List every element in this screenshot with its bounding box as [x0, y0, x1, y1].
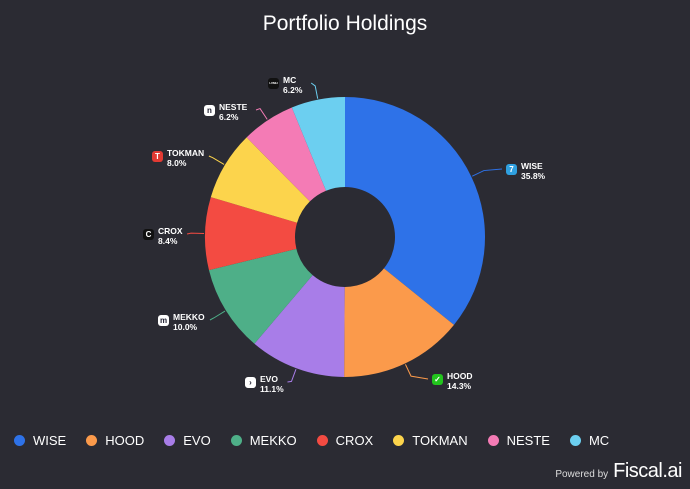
leader-line-hood — [404, 364, 429, 380]
slice-label-name: WISE — [521, 161, 543, 171]
legend-dot-icon — [86, 435, 98, 446]
leader-line-wise — [471, 168, 503, 177]
powered-by[interactable]: Powered by Fiscal.ai — [555, 460, 682, 483]
leader-line-mc — [310, 82, 319, 99]
slice-label-name: HOOD — [447, 371, 473, 381]
slice-label-name: MEKKO — [173, 312, 205, 322]
leader-line-evo — [287, 369, 297, 383]
data-label-neste: NESTE 6.2% — [219, 102, 247, 122]
leader-line-tokman — [208, 155, 225, 165]
legend-dot-icon — [14, 435, 25, 446]
legend-dot-icon — [487, 435, 499, 446]
slice-evo[interactable] — [254, 275, 345, 377]
legend-item-wise[interactable]: WISE — [14, 433, 66, 448]
legend-item-neste[interactable]: NESTE — [487, 433, 550, 448]
slice-label-name: CROX — [158, 226, 183, 236]
mekko-logo-icon: m — [158, 315, 169, 326]
legend-item-hood[interactable]: HOOD — [86, 433, 144, 448]
legend: WISE HOOD EVO MEKKO CROX TOKMAN NESTE MC — [14, 433, 629, 448]
legend-dot-icon — [393, 435, 405, 446]
legend-item-crox[interactable]: CROX — [316, 433, 374, 448]
legend-label: MC — [588, 433, 610, 448]
slice-label-value: 8.4% — [158, 236, 178, 246]
data-label-mc: MC 6.2% — [283, 75, 302, 95]
robinhood-logo-icon: ✓ — [432, 374, 443, 385]
neste-logo-icon: n — [204, 105, 215, 116]
legend-dot-icon — [164, 435, 176, 446]
slice-hood[interactable] — [344, 268, 454, 377]
legend-item-mekko[interactable]: MEKKO — [230, 433, 297, 448]
data-label-evo: EVO 11.1% — [260, 374, 284, 394]
tokman-logo-icon: T — [152, 151, 163, 162]
legend-dot-icon — [569, 435, 581, 446]
legend-label: HOOD — [105, 433, 145, 448]
wise-logo-icon: 7 — [506, 164, 517, 175]
legend-item-tokman[interactable]: TOKMAN — [393, 433, 468, 448]
crox-logo-icon: C — [143, 229, 154, 240]
slice-label-value: 35.8% — [521, 171, 546, 181]
data-label-wise: WISE 35.8% — [521, 161, 545, 181]
slice-label-value: 14.3% — [447, 381, 472, 391]
slice-label-name: TOKMAN — [167, 148, 205, 158]
slice-wise[interactable] — [345, 97, 485, 325]
slice-label-value: 6.2% — [219, 112, 239, 122]
slice-label-name: MC — [283, 75, 297, 85]
legend-label: WISE — [33, 433, 67, 448]
data-label-crox: CROX 8.4% — [158, 226, 183, 246]
chart-title: Portfolio Holdings — [262, 12, 428, 35]
legend-label: NESTE — [506, 433, 550, 448]
legend-dot-icon — [230, 435, 242, 446]
legend-item-evo[interactable]: EVO — [164, 433, 211, 448]
legend-label: EVO — [183, 433, 211, 448]
data-label-hood: HOOD 14.3% — [447, 371, 473, 391]
legend-label: TOKMAN — [412, 433, 468, 448]
data-label-tokman: TOKMAN 8.0% — [167, 148, 204, 168]
slice-tokman[interactable] — [210, 137, 310, 223]
fiscal-ai-logo: Fiscal.ai — [613, 460, 682, 482]
legend-dot-icon — [316, 435, 328, 446]
powered-by-text: Powered by — [555, 469, 609, 480]
legend-label: MEKKO — [249, 433, 297, 448]
evo-logo-icon: › — [245, 377, 256, 388]
lvmh-logo-icon: LVMH — [268, 78, 279, 89]
slice-label-name: NESTE — [219, 102, 248, 112]
leader-line-mekko — [209, 310, 226, 321]
slice-crox[interactable] — [205, 197, 298, 271]
data-label-mekko: MEKKO 10.0% — [173, 312, 205, 332]
slice-mekko[interactable] — [208, 248, 313, 344]
slice-label-value: 6.2% — [283, 85, 303, 95]
slice-label-value: 8.0% — [167, 158, 187, 168]
legend-item-mc[interactable]: MC — [569, 433, 610, 448]
slice-label-value: 10.0% — [173, 322, 198, 332]
slice-label-value: 11.1% — [260, 384, 284, 394]
slice-label-name: EVO — [260, 374, 278, 384]
slice-neste[interactable] — [246, 107, 327, 202]
leader-line-crox — [186, 232, 205, 235]
slice-mc[interactable] — [291, 97, 345, 191]
leader-line-neste — [255, 107, 268, 120]
legend-label: CROX — [335, 433, 374, 448]
